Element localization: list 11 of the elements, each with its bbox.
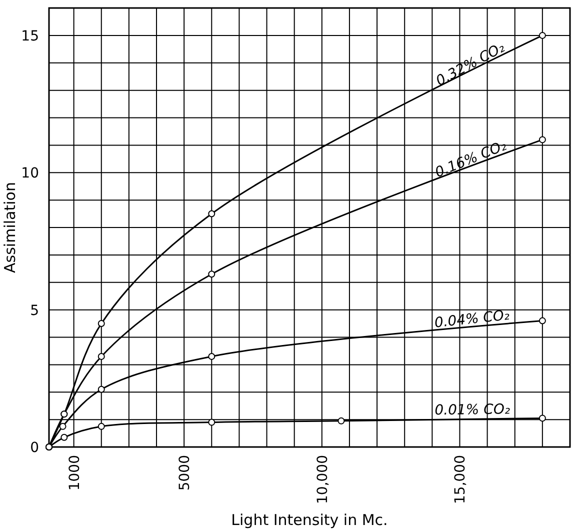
x-tick-label: 10,000 — [314, 455, 331, 504]
y-tick-label: 15 — [21, 28, 39, 44]
x-tick-label: 1000 — [66, 455, 83, 491]
text: 0.04% CO₂ — [434, 307, 511, 332]
y-tick-label: 0 — [30, 440, 39, 456]
y-axis-title: Assimilation — [1, 182, 19, 273]
x-tick-label: 15,000 — [452, 455, 469, 504]
x-axis-title: Light Intensity in Mc. — [231, 511, 388, 529]
y-tick-label: 5 — [30, 302, 39, 319]
x-tick-label: 5000 — [177, 455, 194, 491]
y-tick-label: 10 — [21, 166, 39, 182]
